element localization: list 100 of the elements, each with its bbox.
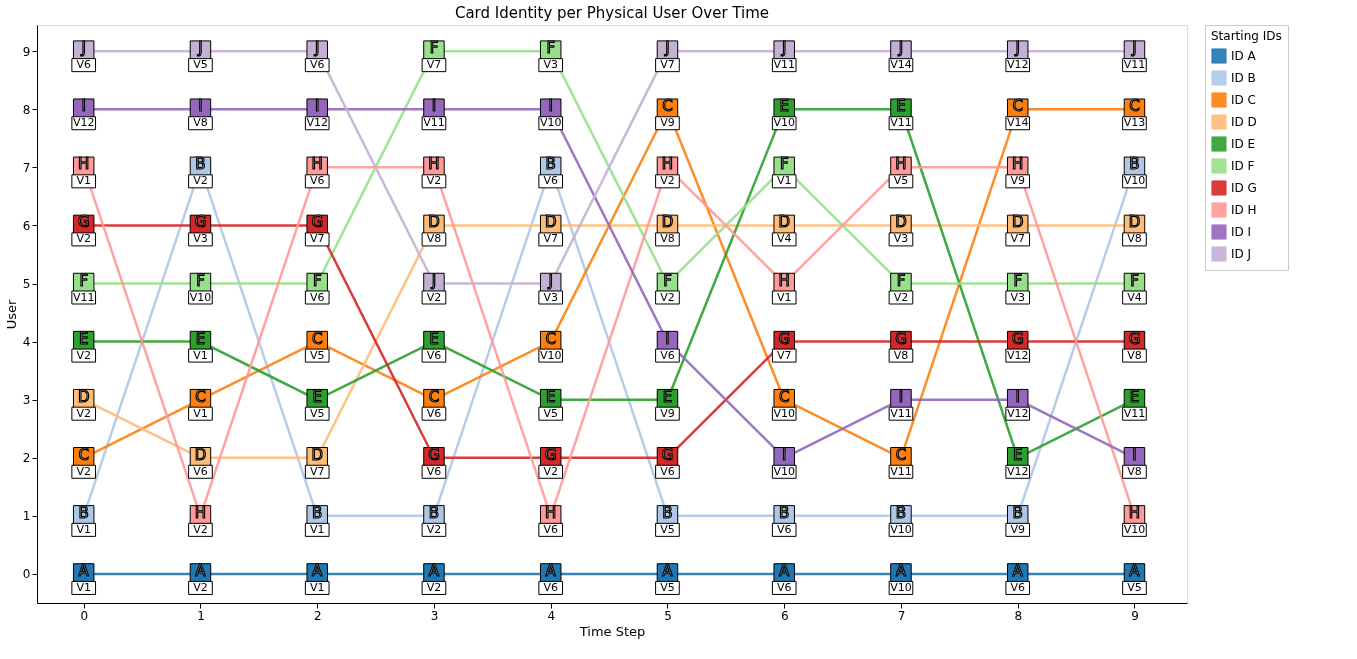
annotation: F <box>663 271 672 290</box>
annotation: F <box>546 39 556 58</box>
data-label: V8 <box>193 116 208 130</box>
annotation: J <box>80 39 86 58</box>
annotation: E <box>1012 445 1023 464</box>
x-tick-label: 2 <box>313 608 322 623</box>
annotation: A <box>1129 561 1141 580</box>
annotation: J <box>780 39 787 58</box>
annotation: G <box>1128 329 1141 348</box>
annotation: A <box>428 561 440 580</box>
data-label: V3 <box>193 232 208 246</box>
data-label: V7 <box>309 464 325 478</box>
annotation: G <box>778 329 791 348</box>
data-label: V10 <box>189 290 212 304</box>
data-label: V2 <box>660 290 675 304</box>
annotation: B <box>195 155 206 174</box>
data-label: V2 <box>193 522 208 536</box>
data-label: V14 <box>890 58 912 72</box>
annotation: A <box>662 561 674 580</box>
annotation: J <box>197 39 203 58</box>
y-tick-label: 8 <box>22 102 31 117</box>
data-label: V8 <box>1127 348 1142 362</box>
annotation: E <box>429 329 439 348</box>
data-label: V8 <box>660 232 675 246</box>
data-label: V1 <box>76 580 91 594</box>
data-label: V6 <box>309 290 325 304</box>
annotation: J <box>313 39 320 58</box>
data-label: V10 <box>1123 522 1146 536</box>
annotation: D <box>428 213 440 232</box>
data-label: V6 <box>426 348 442 362</box>
data-label: V1 <box>776 174 792 188</box>
annotation: G <box>544 445 557 464</box>
y-tick-label: 6 <box>22 218 31 233</box>
data-label: V2 <box>193 580 208 594</box>
annotation: A <box>545 561 557 580</box>
data-label: V10 <box>539 348 562 362</box>
data-label: V3 <box>543 290 558 304</box>
annotation: D <box>778 213 790 232</box>
legend-label: ID J <box>1231 247 1252 261</box>
data-label: V5 <box>309 406 325 420</box>
annotation: B <box>78 503 89 522</box>
y-tick-label: 1 <box>22 509 31 524</box>
annotation: D <box>194 445 207 464</box>
legend-label: ID I <box>1231 225 1252 239</box>
data-label: V8 <box>1127 464 1142 478</box>
data-label: V6 <box>76 58 91 72</box>
data-label: V2 <box>543 464 558 478</box>
x-axis-title: Time Step <box>578 623 646 639</box>
annotation: A <box>195 561 207 580</box>
data-label: V2 <box>660 174 675 188</box>
annotation: J <box>664 39 670 58</box>
y-axis-title: User <box>3 299 19 330</box>
data-label: V6 <box>309 174 325 188</box>
y-tick-label: 3 <box>22 393 31 408</box>
annotation: A <box>895 561 907 580</box>
data-label: V7 <box>426 58 442 72</box>
annotation: H <box>545 503 557 522</box>
data-label: V7 <box>309 232 325 246</box>
data-label: V2 <box>193 174 208 188</box>
data-label: V5 <box>543 406 558 420</box>
annotation: I <box>1015 387 1020 406</box>
x-tick-label: 4 <box>547 608 556 623</box>
data-label: V8 <box>893 348 909 362</box>
data-label: V6 <box>426 406 442 420</box>
data-label: V12 <box>1006 464 1029 478</box>
data-label: V11 <box>1123 58 1146 72</box>
y-tick-label: 2 <box>22 451 31 466</box>
annotation: F <box>312 271 322 290</box>
data-label: V1 <box>76 522 91 536</box>
annotation: B <box>895 503 907 522</box>
data-label: V10 <box>773 116 795 130</box>
data-label: V2 <box>893 290 909 304</box>
annotation: C <box>545 329 556 348</box>
x-tick-label: 3 <box>430 608 439 623</box>
annotation: H <box>1012 155 1024 174</box>
data-label: V10 <box>539 116 562 130</box>
legend-label: ID H <box>1231 203 1257 217</box>
annotation: E <box>195 329 206 348</box>
annotation: I <box>1132 445 1137 464</box>
data-label: V12 <box>1006 406 1029 420</box>
x-tick-label: 1 <box>197 608 205 623</box>
annotation: D <box>77 387 90 406</box>
data-label: V9 <box>660 116 675 130</box>
data-label: V1 <box>309 580 325 594</box>
data-label: V11 <box>1123 406 1146 420</box>
data-label: V2 <box>76 348 91 362</box>
y-tick-label: 7 <box>22 160 31 175</box>
annotation: J <box>1014 39 1020 58</box>
annotation: I <box>81 97 86 116</box>
data-label: V9 <box>1010 522 1025 536</box>
annotation: E <box>78 329 89 348</box>
data-label: V2 <box>426 580 442 594</box>
data-label: V6 <box>543 174 558 188</box>
data-label: V12 <box>1006 348 1029 362</box>
data-label: V9 <box>1010 174 1025 188</box>
legend-label: ID D <box>1231 115 1257 129</box>
annotation: G <box>428 445 440 464</box>
data-label: V6 <box>776 580 792 594</box>
data-label: V3 <box>893 232 909 246</box>
annotation: C <box>895 445 907 464</box>
